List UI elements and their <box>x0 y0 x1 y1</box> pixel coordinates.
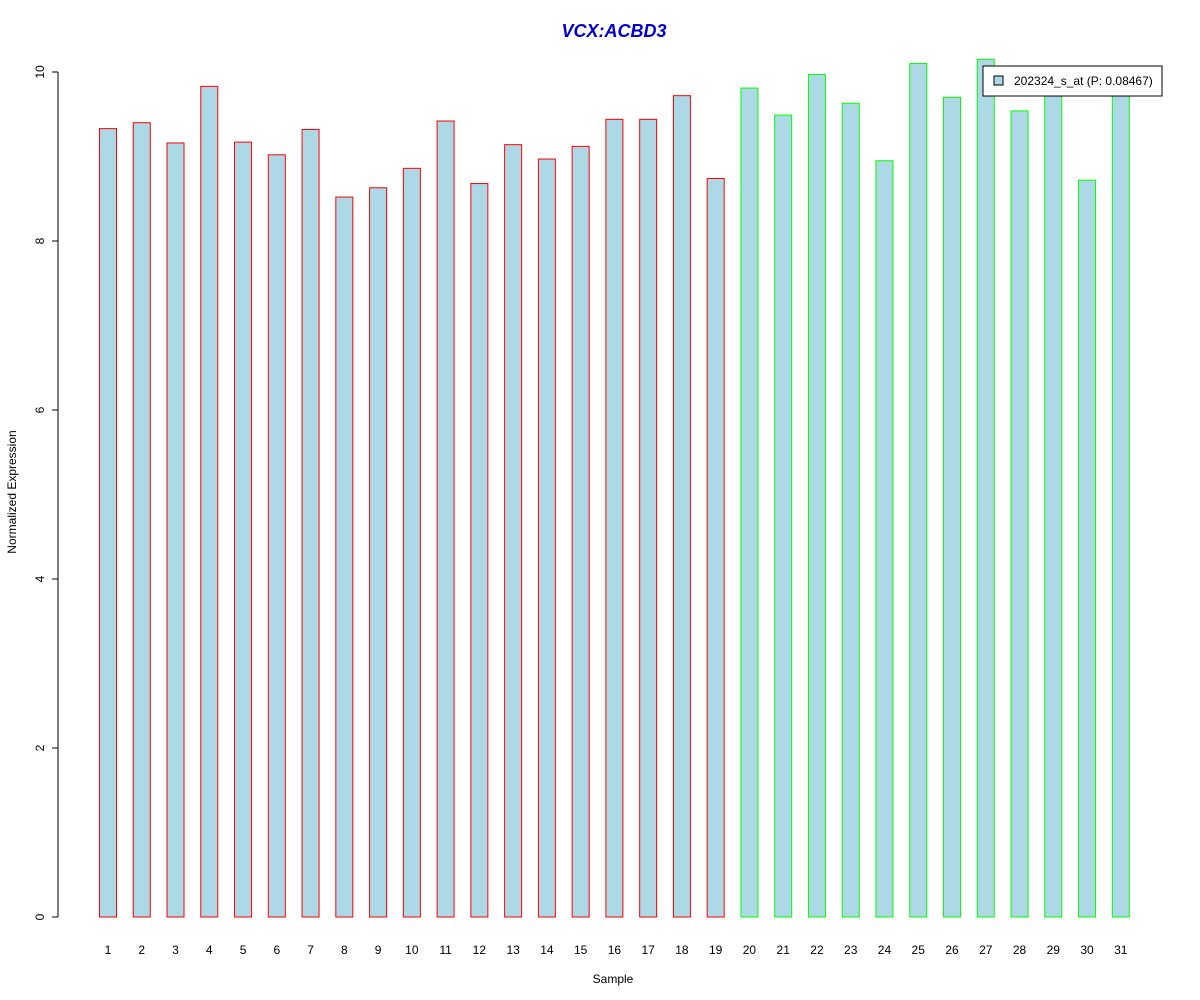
x-tick-label: 2 <box>138 943 145 957</box>
x-tick-label: 1 <box>105 943 112 957</box>
x-tick-label: 9 <box>375 943 382 957</box>
bar-sample-20 <box>740 87 759 918</box>
bar-sample-9 <box>369 187 388 918</box>
bar-sample-17 <box>639 118 658 918</box>
bar-sample-21 <box>774 114 793 918</box>
bar-sample-16 <box>605 118 624 918</box>
bar-sample-29 <box>1044 88 1063 918</box>
y-axis: 0 2 4 6 8 10 <box>33 65 59 920</box>
bar-sample-18 <box>672 95 691 918</box>
y-axis-label: Normalized Expression <box>5 430 19 553</box>
x-tick-label: 26 <box>945 943 959 957</box>
bar-sample-28 <box>1010 110 1029 918</box>
bar-sample-5 <box>234 141 253 918</box>
x-axis-label: Sample <box>593 972 634 986</box>
bar-sample-10 <box>402 167 421 918</box>
bars <box>99 58 1130 918</box>
legend-swatch <box>993 75 1004 86</box>
x-tick-label: 6 <box>273 943 280 957</box>
x-tick-label: 18 <box>675 943 689 957</box>
bar-sample-11 <box>436 120 455 918</box>
x-tick-label: 8 <box>341 943 348 957</box>
bar-sample-6 <box>267 154 286 918</box>
bar-sample-30 <box>1078 179 1097 918</box>
x-tick-label: 4 <box>206 943 213 957</box>
y-tick-label: 8 <box>33 237 47 244</box>
bar-sample-13 <box>504 144 523 918</box>
x-tick-label: 12 <box>473 943 487 957</box>
x-tick-label: 23 <box>844 943 858 957</box>
x-tick-label: 15 <box>574 943 588 957</box>
bar-sample-27 <box>976 58 995 918</box>
x-tick-label: 27 <box>979 943 993 957</box>
bar-sample-14 <box>537 158 556 918</box>
y-tick-label: 4 <box>33 575 47 582</box>
y-tick-label: 10 <box>33 65 47 79</box>
legend: 202324_s_at (P: 0.08467) <box>982 65 1163 97</box>
x-tick-label: 28 <box>1013 943 1027 957</box>
bar-sample-2 <box>132 122 151 918</box>
x-tick-label: 19 <box>709 943 723 957</box>
x-tick-label: 29 <box>1047 943 1061 957</box>
bar-sample-24 <box>875 160 894 918</box>
x-tick-label: 10 <box>405 943 419 957</box>
y-tick-label: 2 <box>33 744 47 751</box>
bar-sample-8 <box>335 196 354 918</box>
bar-sample-25 <box>909 63 928 918</box>
x-tick-label: 14 <box>540 943 554 957</box>
bar-sample-22 <box>807 74 826 918</box>
x-tick-label: 5 <box>240 943 247 957</box>
x-tick-label: 17 <box>641 943 655 957</box>
x-tick-label: 11 <box>439 943 452 957</box>
x-tick-label: 16 <box>608 943 622 957</box>
bar-sample-12 <box>470 183 489 918</box>
bar-sample-3 <box>166 142 185 918</box>
y-tick-label: 6 <box>33 406 47 413</box>
bar-sample-23 <box>841 102 860 918</box>
x-tick-label: 20 <box>743 943 757 957</box>
y-tick-label: 0 <box>33 913 47 920</box>
bar-sample-15 <box>571 145 590 918</box>
legend-label: 202324_s_at (P: 0.08467) <box>1014 74 1153 88</box>
x-tick-label: 24 <box>878 943 892 957</box>
bar-sample-4 <box>200 85 219 918</box>
x-tick-label: 31 <box>1114 943 1128 957</box>
x-tick-label: 3 <box>172 943 179 957</box>
bar-sample-7 <box>301 128 320 918</box>
x-tick-label: 13 <box>506 943 520 957</box>
x-tick-label: 30 <box>1080 943 1094 957</box>
legend-box <box>982 65 1163 97</box>
x-tick-label: 25 <box>912 943 926 957</box>
bar-sample-26 <box>943 96 961 918</box>
x-tick-label: 21 <box>777 943 791 957</box>
chart-title: VCX:ACBD3 <box>561 21 666 41</box>
bar-sample-31 <box>1111 88 1130 918</box>
bar-sample-19 <box>706 177 725 918</box>
bar-sample-1 <box>99 128 117 918</box>
x-tick-label: 7 <box>307 943 314 957</box>
x-tick-label: 22 <box>810 943 824 957</box>
x-tick-labels: 1 2 3 4 5 6 7 8 9 10 11 12 13 14 15 16 17 18 19 20 21 22 23 24 2… <box>105 943 1128 957</box>
